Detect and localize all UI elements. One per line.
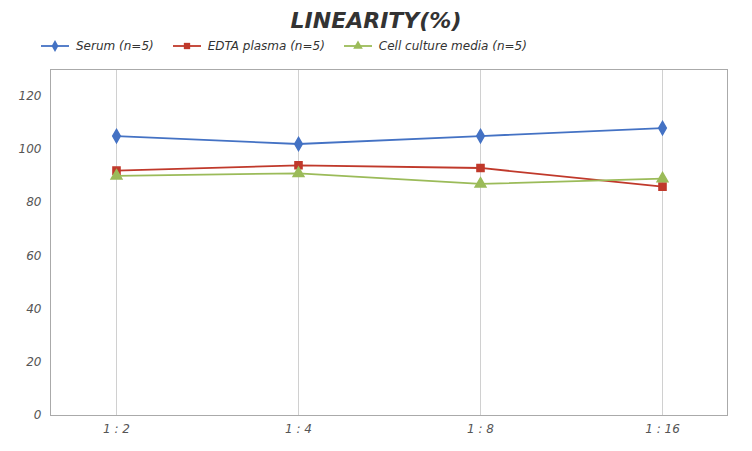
svg-text:1 : 8: 1 : 8 [467,422,494,436]
html-text:LINEARITY(%): LINEARITY(%) [290,8,462,33]
svg-text:0: 0 [34,408,42,422]
svg-text:100: 100 [19,142,42,156]
svg-text:1 : 4: 1 : 4 [285,422,312,436]
svg-text:1 : 16: 1 : 16 [645,422,680,436]
svg-text:20: 20 [26,355,42,369]
svg-text:40: 40 [26,302,42,316]
svg-text:120: 120 [19,89,42,103]
html-text:Cell culture media (n=5): Cell culture media (n=5) [378,39,527,53]
svg-text:1 : 2: 1 : 2 [103,422,130,436]
html-text:Serum (n=5): Serum (n=5) [76,39,154,53]
html-text:EDTA plasma (n=5): EDTA plasma (n=5) [207,39,325,53]
svg-text:60: 60 [26,249,42,263]
svg-text:80: 80 [26,195,42,209]
